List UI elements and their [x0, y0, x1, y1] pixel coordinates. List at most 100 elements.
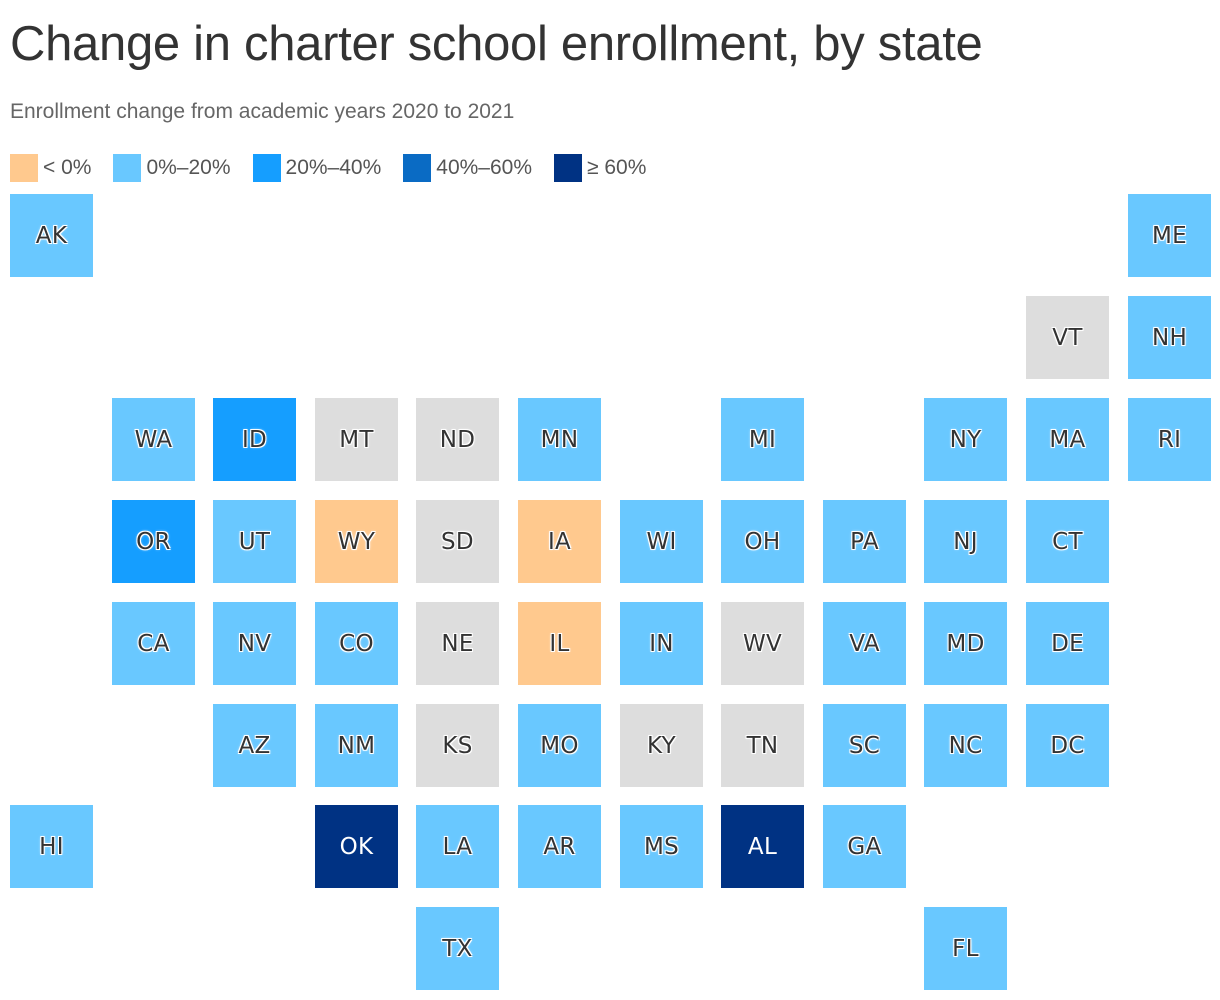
state-tile-nc[interactable]: NC	[924, 704, 1007, 787]
state-label: SD	[441, 528, 474, 555]
state-label: AL	[747, 833, 778, 860]
state-tile-tn[interactable]: TN	[721, 704, 804, 787]
state-tile-mi[interactable]: MI	[721, 398, 804, 481]
state-label: VA	[849, 630, 880, 657]
state-tile-wv[interactable]: WV	[721, 602, 804, 685]
state-label: DE	[1051, 630, 1084, 657]
state-tile-sc[interactable]: SC	[823, 704, 906, 787]
state-label: MS	[643, 833, 680, 860]
state-tile-mt[interactable]: MT	[315, 398, 398, 481]
state-tile-va[interactable]: VA	[823, 602, 906, 685]
state-tile-ia[interactable]: IA	[518, 500, 601, 583]
legend-item: ≥ 60%	[554, 154, 646, 182]
state-tile-wy[interactable]: WY	[315, 500, 398, 583]
state-label: RI	[1157, 426, 1182, 453]
state-tile-de[interactable]: DE	[1026, 602, 1109, 685]
state-label: WY	[337, 528, 376, 555]
state-label: IA	[547, 528, 572, 555]
state-tile-ct[interactable]: CT	[1026, 500, 1109, 583]
state-tile-ak[interactable]: AK	[10, 194, 93, 277]
legend-label: ≥ 60%	[587, 156, 647, 179]
state-tile-ut[interactable]: UT	[213, 500, 296, 583]
state-label: NV	[237, 630, 272, 657]
state-tile-ms[interactable]: MS	[620, 805, 703, 888]
state-tile-vt[interactable]: VT	[1026, 296, 1109, 379]
state-label: OK	[339, 833, 374, 860]
state-tile-mo[interactable]: MO	[518, 704, 601, 787]
state-label: NH	[1151, 324, 1188, 351]
chart-title: Change in charter school enrollment, by …	[10, 17, 983, 71]
state-tile-tx[interactable]: TX	[416, 907, 499, 990]
state-tile-fl[interactable]: FL	[924, 907, 1007, 990]
legend-label: < 0%	[43, 156, 92, 179]
legend-swatch	[252, 154, 281, 182]
state-tile-ny[interactable]: NY	[924, 398, 1007, 481]
state-tile-ga[interactable]: GA	[823, 805, 906, 888]
state-tile-il[interactable]: IL	[518, 602, 601, 685]
state-label: HI	[39, 833, 64, 860]
state-label: LA	[442, 833, 473, 860]
state-tile-co[interactable]: CO	[315, 602, 398, 685]
state-tile-al[interactable]: AL	[721, 805, 804, 888]
state-tile-id[interactable]: ID	[213, 398, 296, 481]
state-tile-ca[interactable]: CA	[112, 602, 195, 685]
legend: < 0% 0%–20% 20%–40% 40%–60% ≥ 60%	[10, 153, 668, 183]
state-label: CO	[339, 630, 374, 657]
legend-swatch	[403, 154, 432, 182]
state-tile-hi[interactable]: HI	[10, 805, 93, 888]
state-label: UT	[238, 528, 271, 555]
state-label: MN	[540, 426, 579, 453]
state-label: KY	[647, 732, 676, 759]
state-tile-nv[interactable]: NV	[213, 602, 296, 685]
state-label: MA	[1049, 426, 1086, 453]
state-label: TX	[442, 935, 473, 962]
state-tile-md[interactable]: MD	[924, 602, 1007, 685]
state-label: KS	[442, 732, 473, 759]
state-label: CA	[137, 630, 170, 657]
state-tile-ar[interactable]: AR	[518, 805, 601, 888]
state-tile-dc[interactable]: DC	[1026, 704, 1109, 787]
state-label: CT	[1052, 528, 1083, 555]
legend-label: 40%–60%	[436, 156, 533, 179]
state-tile-la[interactable]: LA	[416, 805, 499, 888]
state-label: PA	[850, 528, 879, 555]
state-tile-oh[interactable]: OH	[721, 500, 804, 583]
state-tile-ks[interactable]: KS	[416, 704, 499, 787]
state-tile-nm[interactable]: NM	[315, 704, 398, 787]
state-tile-wi[interactable]: WI	[620, 500, 703, 583]
state-tile-sd[interactable]: SD	[416, 500, 499, 583]
state-label: ID	[241, 426, 268, 453]
state-tile-me[interactable]: ME	[1128, 194, 1211, 277]
state-label: AK	[35, 222, 68, 249]
state-tile-ri[interactable]: RI	[1128, 398, 1211, 481]
state-label: WV	[742, 630, 783, 657]
state-tile-nj[interactable]: NJ	[924, 500, 1007, 583]
state-tile-ma[interactable]: MA	[1026, 398, 1109, 481]
legend-item: < 0%	[10, 154, 91, 182]
state-tile-in[interactable]: IN	[620, 602, 703, 685]
state-label: AZ	[238, 732, 271, 759]
legend-item: 0%–20%	[113, 154, 231, 182]
state-tile-nd[interactable]: ND	[416, 398, 499, 481]
state-tile-wa[interactable]: WA	[112, 398, 195, 481]
state-tile-nh[interactable]: NH	[1128, 296, 1211, 379]
state-label: IN	[649, 630, 674, 657]
state-label: NM	[337, 732, 376, 759]
state-label: GA	[847, 833, 882, 860]
state-tile-ok[interactable]: OK	[315, 805, 398, 888]
state-label: MT	[339, 426, 374, 453]
legend-swatch	[113, 154, 142, 182]
state-label: DC	[1050, 732, 1085, 759]
state-tile-ky[interactable]: KY	[620, 704, 703, 787]
state-tile-mn[interactable]: MN	[518, 398, 601, 481]
state-label: AR	[543, 833, 576, 860]
state-tile-or[interactable]: OR	[112, 500, 195, 583]
state-label: NY	[949, 426, 982, 453]
state-label: MO	[540, 732, 579, 759]
legend-item: 20%–40%	[252, 154, 381, 182]
state-label: OR	[136, 528, 171, 555]
state-tile-az[interactable]: AZ	[213, 704, 296, 787]
state-tile-pa[interactable]: PA	[823, 500, 906, 583]
state-tile-ne[interactable]: NE	[416, 602, 499, 685]
